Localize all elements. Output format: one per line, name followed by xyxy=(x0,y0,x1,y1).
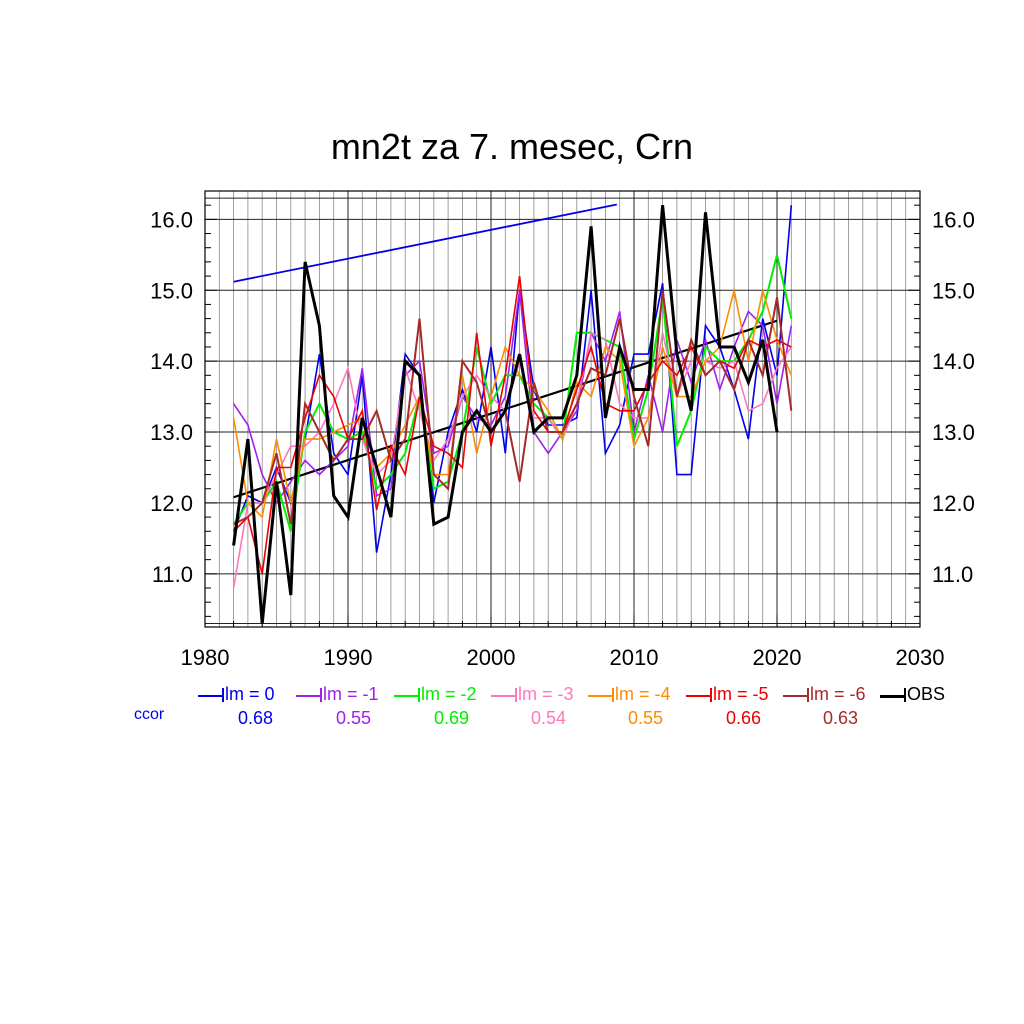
axes: 1980 1990 2000 2010 2020 2030 11.0 11.0 12.0 12.0… xyxy=(150,190,975,670)
y-tick-label-left: 15.0 xyxy=(150,278,193,303)
legend-swatch xyxy=(394,695,420,697)
legend-swatch-cap xyxy=(807,688,809,702)
legend-ccor-value: 0.69 xyxy=(434,708,470,728)
legend-label: OBS xyxy=(907,684,946,704)
legend-label: lm = -3 xyxy=(518,684,574,704)
series-line-4 xyxy=(232,290,793,519)
legend-ccor-value: 0.68 xyxy=(238,708,274,728)
x-tick-label: 2000 xyxy=(467,645,516,670)
y-tick-label-left: 11.0 xyxy=(152,562,193,587)
legend-label: lm = 0 xyxy=(225,684,275,704)
chart-title: mn2t za 7. mesec, Crn xyxy=(330,126,694,167)
legend-swatch xyxy=(198,695,224,697)
y-tick-label-left: 12.0 xyxy=(150,491,193,516)
x-tick-label: 2010 xyxy=(610,645,659,670)
legend-label: lm = -2 xyxy=(421,684,477,704)
x-tick-label: 1980 xyxy=(181,645,230,670)
legend-swatch xyxy=(296,695,322,697)
legend-swatch xyxy=(686,695,712,697)
legend-swatch-cap xyxy=(612,688,614,702)
grid xyxy=(204,191,921,627)
series-line-5 xyxy=(233,275,792,574)
series-line-7 xyxy=(232,205,779,624)
y-tick-label-left: 16.0 xyxy=(150,207,193,232)
y-tick-label-right: 13.0 xyxy=(932,420,975,445)
x-tick-label: 2030 xyxy=(896,645,945,670)
legend-swatch xyxy=(880,695,906,698)
legend-swatch-cap xyxy=(418,688,420,702)
legend-swatch-cap xyxy=(222,688,224,702)
ccor-label: ccor xyxy=(134,706,165,723)
y-tick-label-right: 12.0 xyxy=(932,491,975,516)
y-tick-label-right: 11.0 xyxy=(932,562,973,587)
legend: lm = 0 0.68 lm = -1 0.55 lm = -2 0.69 lm = -3 0… xyxy=(0,684,1024,734)
legend-ccor-value: 0.63 xyxy=(823,708,859,728)
x-tick-label: 1990 xyxy=(324,645,373,670)
x-tick-label: 2020 xyxy=(753,645,802,670)
legend-swatch xyxy=(588,695,614,697)
legend-label: lm = -5 xyxy=(713,684,769,704)
legend-ccor-value: 0.66 xyxy=(726,708,762,728)
legend-label: lm = -4 xyxy=(615,684,671,704)
trend-line xyxy=(233,203,618,283)
legend-swatch-cap xyxy=(904,688,906,702)
legend-ccor-value: 0.54 xyxy=(531,708,567,728)
y-tick-label-left: 14.0 xyxy=(150,349,193,374)
y-tick-label-left: 13.0 xyxy=(150,420,193,445)
legend-label: lm = -6 xyxy=(810,684,866,704)
y-tick-label-right: 15.0 xyxy=(932,278,975,303)
legend-swatch xyxy=(783,695,809,697)
y-tick-label-right: 16.0 xyxy=(932,207,975,232)
legend-ccor-value: 0.55 xyxy=(628,708,664,728)
legend-swatch-cap xyxy=(515,688,517,702)
legend-label: lm = -1 xyxy=(323,684,379,704)
series-line-2 xyxy=(232,254,793,532)
legend-swatch-cap xyxy=(710,688,712,702)
legend-swatch-cap xyxy=(320,688,322,702)
legend-ccor-value: 0.55 xyxy=(336,708,372,728)
series-lines xyxy=(232,205,793,624)
series-line-6 xyxy=(233,290,793,526)
legend-swatch xyxy=(491,695,517,697)
plot-frame xyxy=(204,190,921,628)
y-tick-label-right: 14.0 xyxy=(932,349,975,374)
